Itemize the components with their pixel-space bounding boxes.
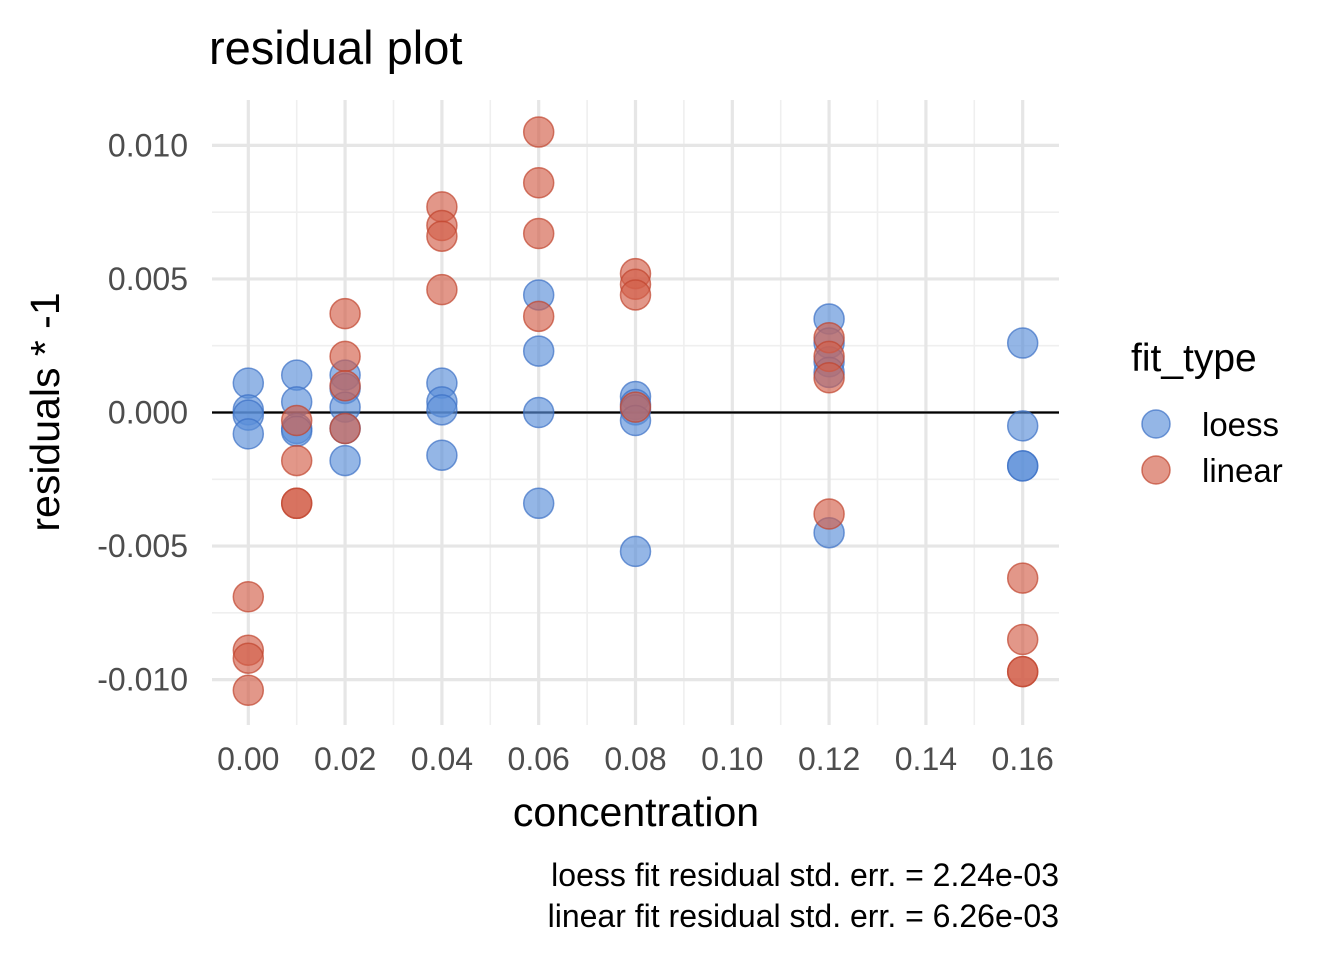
point-linear bbox=[232, 642, 265, 674]
point-loess bbox=[426, 394, 458, 426]
point-linear bbox=[813, 362, 845, 394]
y-tick-label: -0.010 bbox=[97, 662, 188, 698]
chart-title: residual plot bbox=[209, 21, 462, 74]
point-linear bbox=[522, 116, 555, 148]
point-linear bbox=[329, 340, 361, 373]
point-linear bbox=[329, 370, 361, 402]
point-loess bbox=[1006, 410, 1039, 442]
point-linear bbox=[1006, 623, 1039, 656]
point-linear bbox=[329, 412, 361, 445]
point-loess bbox=[522, 335, 555, 367]
point-loess bbox=[426, 439, 458, 471]
y-tick-label: 0.010 bbox=[108, 127, 188, 163]
point-loess bbox=[522, 396, 555, 429]
x-tick-label: 0.16 bbox=[992, 741, 1054, 777]
point-linear bbox=[426, 220, 458, 252]
point-linear bbox=[522, 300, 555, 333]
legend-swatch-linear bbox=[1141, 455, 1171, 485]
x-tick-labels: 0.00 0.02 0.04 0.06 0.08 0.10 0.12 0.14 0.16 bbox=[217, 741, 1054, 777]
x-tick-label: 0.10 bbox=[701, 741, 763, 777]
x-tick-label: 0.04 bbox=[411, 741, 473, 777]
y-tick-label: 0.000 bbox=[108, 395, 188, 431]
legend-swatch-loess bbox=[1141, 409, 1171, 439]
point-linear bbox=[280, 444, 313, 477]
point-linear bbox=[329, 297, 361, 330]
point-loess bbox=[232, 418, 265, 450]
x-tick-label: 0.00 bbox=[217, 741, 279, 777]
legend-title: fit_type bbox=[1131, 337, 1257, 380]
point-loess bbox=[619, 535, 652, 568]
caption-loess: loess fit residual std. err. = 2.24e-03 bbox=[551, 857, 1059, 893]
point-linear bbox=[426, 273, 458, 306]
x-tick-label: 0.08 bbox=[604, 741, 666, 777]
x-tick-label: 0.14 bbox=[895, 741, 957, 777]
point-linear bbox=[280, 404, 313, 437]
legend: fit_type loess linear bbox=[1131, 337, 1283, 489]
y-tick-labels: -0.010 -0.005 0.000 0.005 0.010 bbox=[97, 127, 188, 697]
data-points bbox=[232, 116, 1039, 707]
legend-label-loess: loess bbox=[1202, 406, 1279, 443]
point-loess bbox=[1006, 450, 1039, 482]
point-linear bbox=[232, 581, 265, 613]
x-tick-label: 0.06 bbox=[508, 741, 570, 777]
point-linear bbox=[232, 674, 265, 707]
x-axis-title: concentration bbox=[513, 789, 759, 835]
point-linear bbox=[280, 487, 313, 520]
point-loess bbox=[232, 367, 265, 399]
point-loess bbox=[1006, 327, 1039, 359]
point-linear bbox=[619, 391, 652, 423]
y-tick-label: 0.005 bbox=[108, 261, 188, 297]
legend-label-linear: linear bbox=[1202, 452, 1283, 489]
point-linear bbox=[1006, 562, 1039, 594]
point-linear bbox=[522, 167, 555, 199]
point-linear bbox=[813, 498, 845, 530]
caption-linear: linear fit residual std. err. = 6.26e-03 bbox=[548, 898, 1059, 934]
y-axis-title: residuals * -1 bbox=[22, 292, 68, 531]
x-tick-label: 0.12 bbox=[798, 741, 860, 777]
point-linear bbox=[522, 217, 555, 250]
point-linear bbox=[1006, 655, 1039, 688]
point-linear bbox=[619, 279, 652, 311]
point-loess bbox=[522, 487, 555, 520]
point-loess bbox=[329, 444, 361, 477]
y-tick-label: -0.005 bbox=[97, 528, 188, 564]
x-tick-label: 0.02 bbox=[314, 741, 376, 777]
point-loess bbox=[280, 359, 313, 391]
